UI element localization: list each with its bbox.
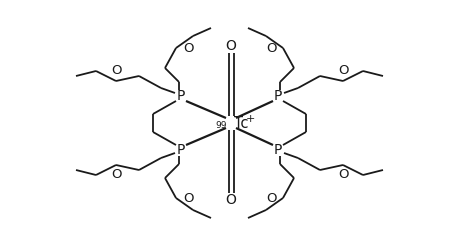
Text: O: O <box>183 42 193 55</box>
Text: 99: 99 <box>215 121 227 129</box>
Text: P: P <box>274 143 282 157</box>
Text: O: O <box>266 191 276 204</box>
Text: O: O <box>338 169 348 182</box>
Text: O: O <box>225 39 236 53</box>
Text: O: O <box>266 42 276 55</box>
Text: O: O <box>225 193 236 207</box>
Text: O: O <box>183 191 193 204</box>
Text: Tc: Tc <box>234 116 248 130</box>
Text: O: O <box>111 64 121 77</box>
Text: P: P <box>274 89 282 103</box>
Text: P: P <box>177 89 185 103</box>
Text: O: O <box>338 64 348 77</box>
Text: O: O <box>111 169 121 182</box>
Text: P: P <box>177 143 185 157</box>
Text: +: + <box>245 114 254 124</box>
